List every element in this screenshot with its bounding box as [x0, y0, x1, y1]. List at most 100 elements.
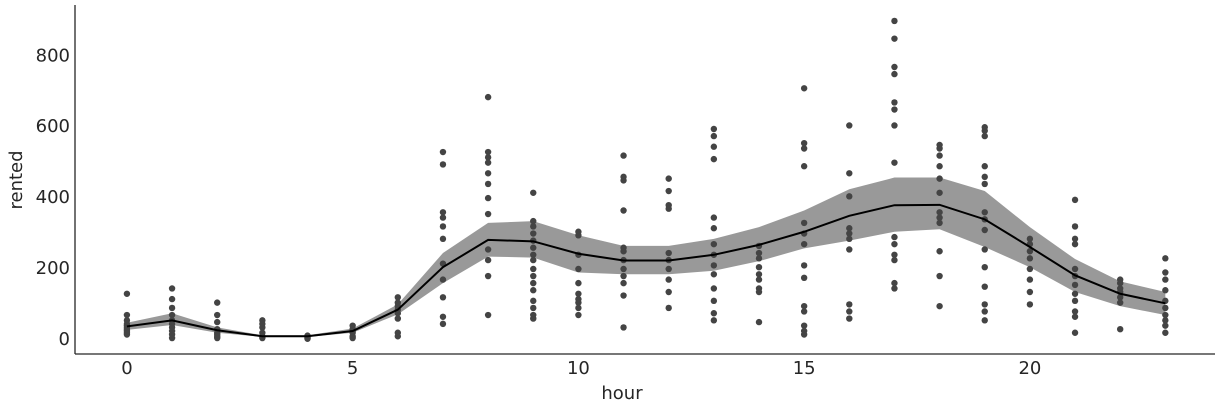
data-point — [800, 274, 808, 282]
data-point — [1116, 294, 1124, 301]
data-point — [439, 209, 447, 216]
data-point — [1162, 255, 1169, 262]
data-point — [891, 285, 898, 292]
data-point — [665, 175, 672, 182]
data-point — [981, 283, 988, 290]
data-point — [846, 246, 853, 253]
data-point — [620, 324, 627, 331]
x-tick-label: 5 — [347, 358, 358, 379]
data-point — [1071, 308, 1079, 315]
data-point — [981, 173, 988, 181]
data-point — [936, 272, 943, 280]
data-point — [846, 122, 853, 129]
data-point — [620, 279, 627, 287]
data-point — [710, 143, 718, 150]
data-point — [800, 219, 808, 227]
data-point — [936, 152, 943, 159]
data-point — [936, 175, 943, 182]
data-point — [981, 317, 988, 324]
data-point — [575, 311, 582, 319]
data-point — [439, 320, 447, 328]
data-point — [936, 214, 943, 221]
data-point — [936, 302, 943, 310]
data-point — [891, 233, 898, 241]
data-point — [891, 240, 898, 248]
data-point — [530, 315, 537, 322]
data-point — [891, 17, 898, 25]
data-point — [620, 207, 627, 214]
data-point — [891, 251, 898, 258]
data-point — [1162, 322, 1169, 329]
data-point — [168, 304, 176, 312]
data-point — [800, 302, 808, 310]
data-point — [846, 230, 853, 237]
y-tick-label: 200 — [36, 258, 70, 279]
data-point — [1071, 281, 1079, 289]
data-point — [1026, 255, 1034, 262]
data-point — [214, 334, 221, 342]
data-point — [981, 246, 988, 253]
x-tick-label: 10 — [567, 358, 590, 379]
data-point — [1116, 299, 1124, 306]
data-point — [936, 189, 943, 196]
y-tick-label: 600 — [36, 116, 70, 137]
data-point — [846, 225, 853, 232]
data-point — [439, 161, 447, 168]
data-point — [891, 159, 898, 166]
data-point — [1162, 276, 1169, 283]
data-point — [1026, 235, 1034, 243]
data-point — [710, 271, 718, 278]
x-tick-label: 15 — [793, 358, 816, 379]
data-point — [1071, 223, 1079, 230]
data-point — [710, 262, 718, 269]
data-point — [1026, 265, 1034, 273]
data-point — [665, 265, 672, 273]
data-point — [575, 290, 582, 297]
data-point — [484, 159, 492, 166]
data-point — [665, 249, 672, 257]
data-point — [755, 255, 763, 262]
data-point — [484, 170, 492, 177]
data-point — [620, 265, 627, 273]
data-point — [439, 276, 447, 283]
data-point — [530, 251, 537, 258]
data-point — [530, 265, 537, 273]
data-point — [530, 223, 537, 230]
data-point — [168, 285, 176, 292]
data-point — [620, 152, 627, 159]
data-point — [665, 205, 672, 212]
data-point — [439, 148, 447, 156]
data-point — [710, 155, 718, 163]
data-point — [214, 299, 221, 306]
data-point — [891, 99, 898, 106]
data-point — [439, 313, 447, 320]
confidence-band — [126, 177, 1166, 337]
data-point — [214, 311, 221, 319]
data-point — [981, 226, 988, 234]
data-point — [1026, 301, 1034, 308]
data-point — [484, 272, 492, 280]
data-point — [755, 271, 763, 278]
data-point — [755, 288, 763, 296]
data-point — [800, 322, 808, 329]
data-point — [710, 285, 718, 292]
data-point — [1026, 276, 1034, 283]
data-point — [891, 70, 898, 78]
data-point — [1071, 313, 1079, 320]
data-point — [1162, 287, 1169, 294]
data-point — [168, 311, 176, 319]
data-point — [439, 235, 447, 243]
mean-line — [126, 203, 1166, 338]
data-point — [1116, 279, 1124, 287]
data-point — [710, 240, 718, 248]
data-point — [439, 223, 447, 230]
data-point — [168, 334, 176, 342]
data-point — [620, 177, 627, 184]
data-point — [394, 310, 402, 317]
data-point — [530, 189, 537, 196]
data-point — [665, 304, 672, 312]
data-point — [484, 180, 492, 188]
y-axis-label: rented — [6, 150, 27, 209]
data-point — [484, 93, 492, 101]
data-point — [710, 214, 718, 221]
